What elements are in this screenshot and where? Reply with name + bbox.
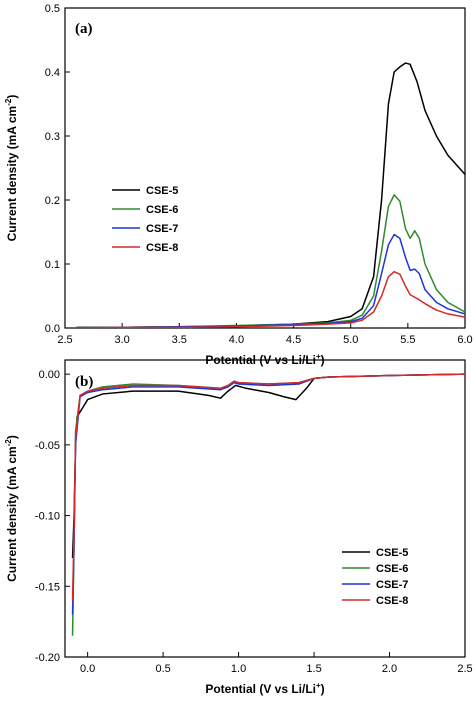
legend-entry: CSE-7 [376,579,408,591]
x-axis-title: Potential (V vs Li/Li+) [205,681,324,696]
x-tick-label: 5.5 [400,334,415,346]
x-tick-label: 1.5 [306,663,321,675]
x-tick-label: 3.0 [114,334,129,346]
panel-label: (a) [75,21,93,37]
legend-entry: CSE-7 [146,223,178,235]
y-tick-label: 0.00 [39,369,60,381]
x-tick-label: 5.0 [343,334,358,346]
y-tick-label: 0.3 [45,131,60,143]
y-tick-label: 0.5 [45,3,60,15]
plot-frame [64,359,466,658]
legend: CSE-5 CSE-6 CSE-7 CSE-8 [112,185,178,254]
y-tick-label: -0.10 [35,511,60,523]
plot-frame [64,7,466,329]
y-tick-label: -0.20 [35,652,60,664]
y-axis-title: Current density (mA cm-2) [4,95,19,242]
y-axis-title: Current density (mA cm-2) [4,435,19,582]
x-tick-label: 2.0 [382,663,397,675]
x-tick-label: 0.5 [155,663,170,675]
x-tick-label: 4.0 [229,334,244,346]
legend-entry: CSE-6 [146,204,178,216]
panel-label: (b) [75,374,93,390]
chart-panel-1: 2.5 3.0 3.5 4.0 4.5 5.0 5.5 6.0 0.0 0.1 0.2 0.3 0.4 0… [4,3,473,367]
y-tick-label: 0.1 [45,259,60,271]
legend-entry: CSE-8 [376,595,408,607]
x-tick-label: 0.0 [80,663,95,675]
x-tick-label: 4.5 [286,334,301,346]
x-tick-label: 1.0 [231,663,246,675]
y-tick-label: 0.4 [45,67,60,79]
legend-entry: CSE-5 [146,185,178,197]
y-tick-label: 0.2 [45,195,60,207]
x-tick-label: 3.5 [172,334,187,346]
legend: CSE-5 CSE-6 CSE-7 CSE-8 [342,547,408,607]
x-tick-label: 2.5 [457,663,472,675]
chart-panel-2: 0.0 0.5 1.0 1.5 2.0 2.5 0.00 -0.05 -0.10 -0.15 -0.… [4,359,473,696]
x-tick-label: 6.0 [457,334,472,346]
series-line-cse-8 [71,373,465,601]
x-tick-label: 2.5 [57,334,72,346]
y-tick-label: -0.05 [35,440,60,452]
y-tick-label: -0.15 [35,581,60,593]
legend-entry: CSE-8 [146,242,178,254]
legend-entry: CSE-6 [376,563,408,575]
series-line-cse-5 [71,373,465,559]
y-tick-label: 0.0 [45,323,60,335]
series-line-cse-7 [76,233,465,328]
legend-entry: CSE-5 [376,547,408,559]
series-line-cse-8 [76,270,465,328]
